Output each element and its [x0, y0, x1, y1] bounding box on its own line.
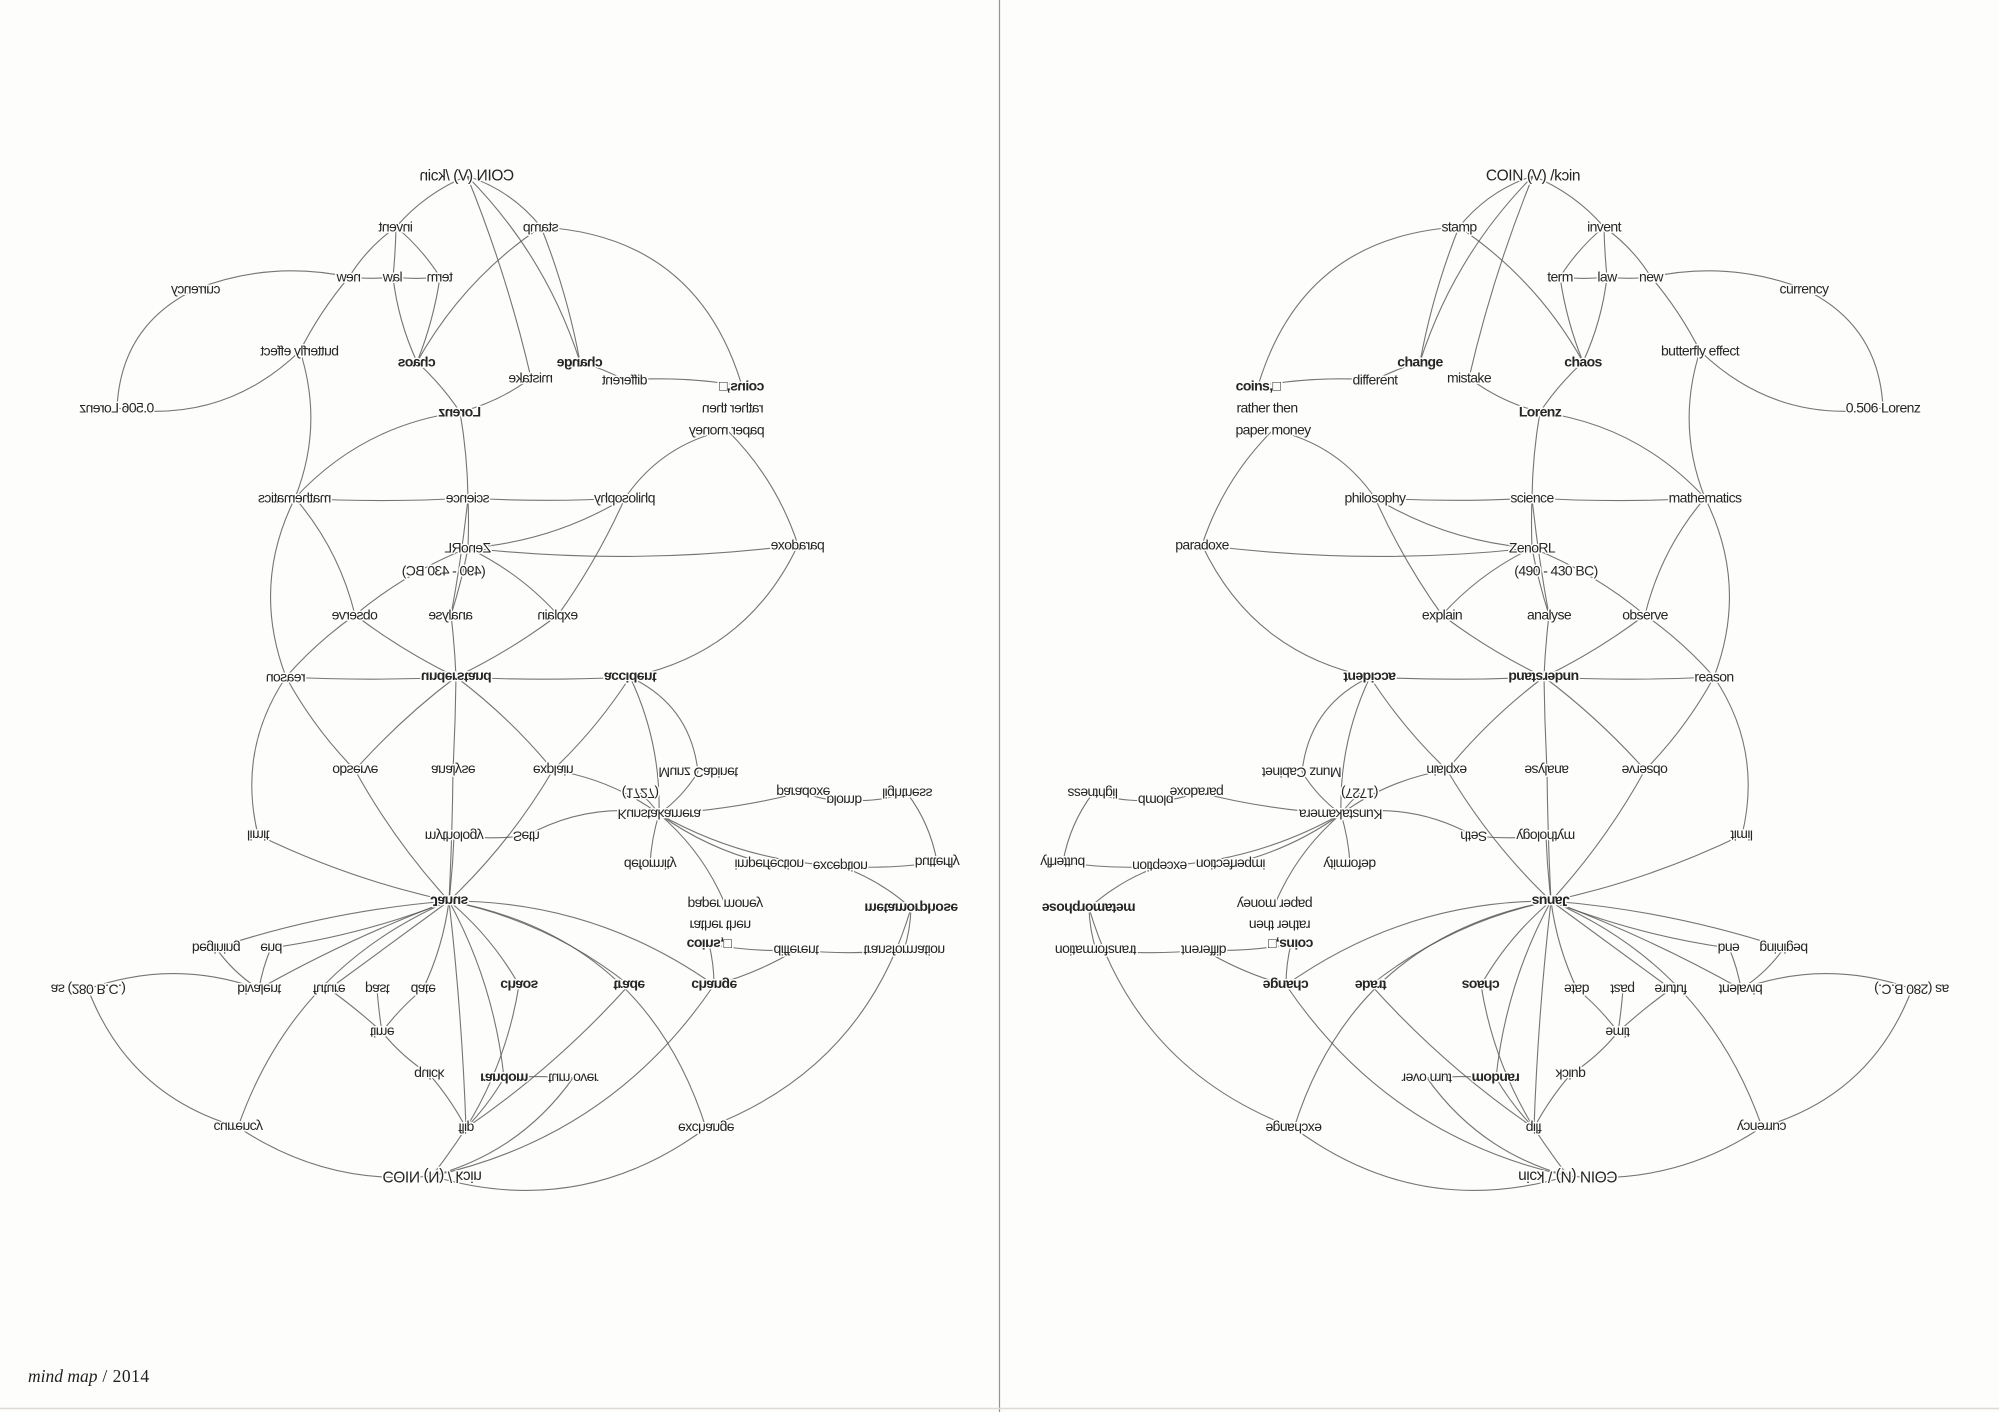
- mind-map-right-page: [1038, 166, 1951, 1192]
- mind-map-left-page-mirrored: [49, 166, 962, 1192]
- caption-year: / 2014: [97, 1366, 150, 1386]
- caption: mind map / 2014: [28, 1366, 150, 1387]
- caption-title: mind map: [28, 1366, 98, 1386]
